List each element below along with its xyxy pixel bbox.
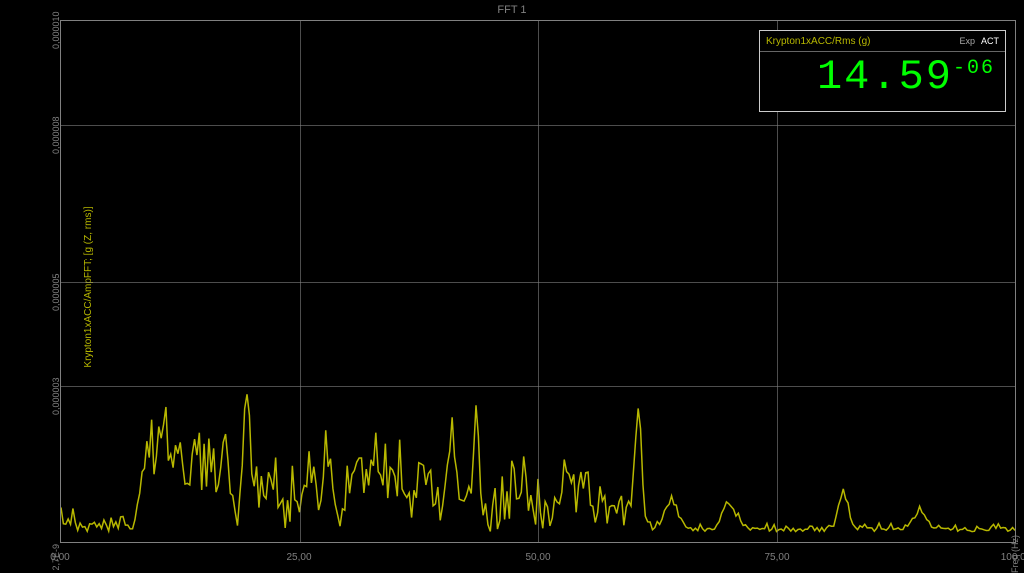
y-tick-label: 0,000008: [51, 126, 61, 154]
digital-mantissa: 14.59: [817, 53, 953, 101]
digital-mode-exp: Exp: [959, 36, 975, 46]
digital-readout-panel[interactable]: Krypton1xACC/Rms (g) Exp ACT 14.59-06: [759, 30, 1006, 112]
fft-chart-panel: FFT 1 Krypton1xACC/AmpFFT; [g (Z, rms)] …: [0, 0, 1024, 573]
gridline-h: [61, 386, 1015, 387]
digital-readout-value: 14.59-06: [760, 52, 1005, 98]
y-tick-label: 0,000003: [51, 387, 61, 415]
digital-mode-act: ACT: [981, 36, 999, 46]
x-tick-label: 100,00: [1001, 552, 1024, 563]
gridline-h: [61, 282, 1015, 283]
digital-channel-label: Krypton1xACC/Rms (g): [766, 36, 870, 47]
y-tick-label: 0,000005: [51, 283, 61, 311]
chart-title: FFT 1: [0, 4, 1024, 16]
y-tick-label: 2,7E-9: [51, 544, 61, 572]
digital-exponent: -06: [953, 57, 995, 80]
gridline-h: [61, 125, 1015, 126]
x-tick-label: 25,00: [286, 552, 311, 563]
y-tick-label: 0,000010: [51, 21, 61, 49]
digital-readout-header: Krypton1xACC/Rms (g) Exp ACT: [760, 31, 1005, 52]
x-tick-label: 75,00: [764, 552, 789, 563]
x-tick-label: 50,00: [525, 552, 550, 563]
